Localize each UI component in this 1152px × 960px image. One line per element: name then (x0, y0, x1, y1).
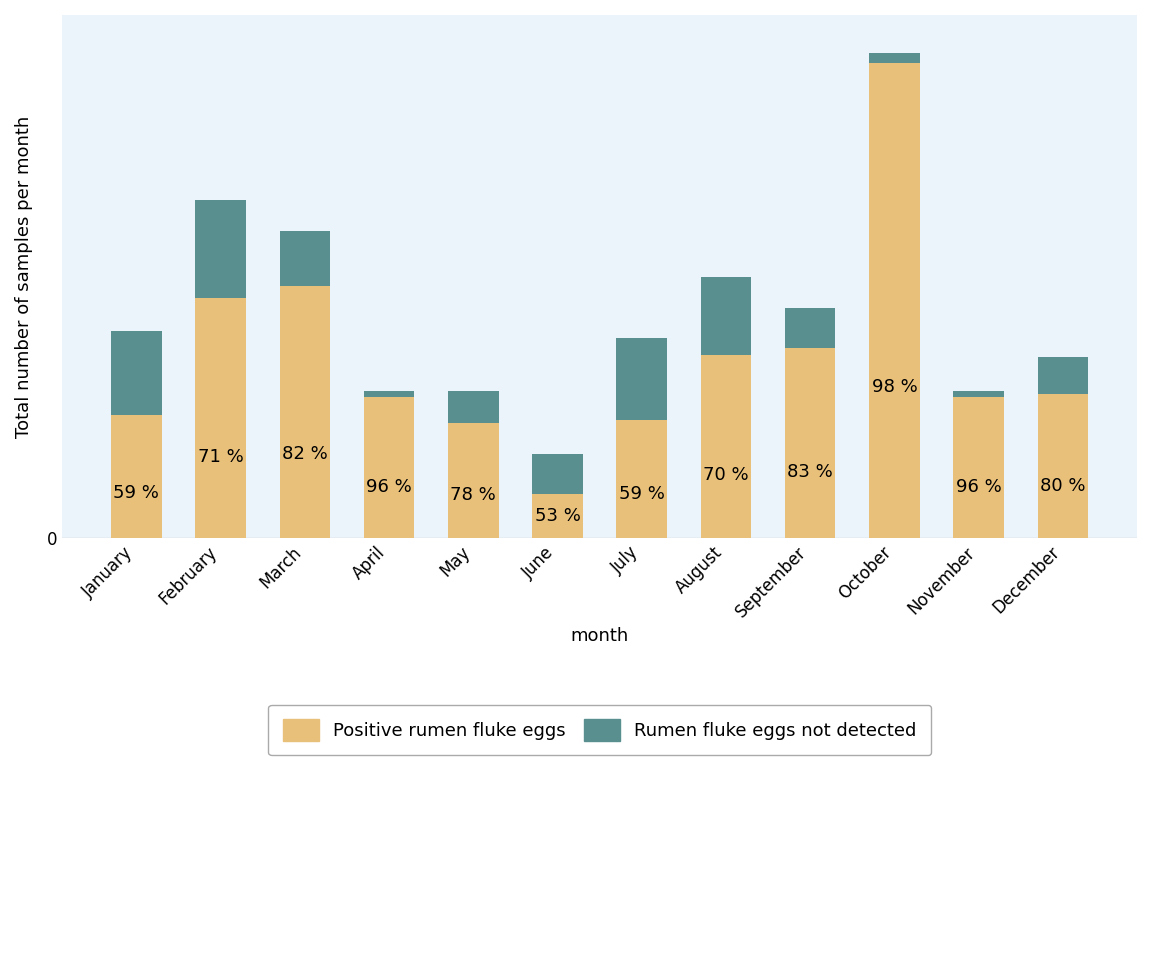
Bar (196, 200, 245, 299)
Bar (616, 338, 667, 420)
Text: 96 %: 96 % (366, 478, 412, 496)
Text: 70 %: 70 % (703, 466, 749, 484)
Bar (280, 286, 331, 539)
Bar (280, 230, 331, 286)
X-axis label: month: month (570, 627, 629, 644)
Bar (954, 391, 1003, 396)
Bar (869, 54, 919, 62)
Bar (1038, 394, 1089, 539)
Bar (111, 330, 161, 416)
Bar (954, 396, 1003, 539)
Bar (111, 416, 161, 539)
Bar (448, 391, 499, 423)
Text: 98 %: 98 % (872, 378, 917, 396)
Bar (616, 420, 667, 539)
Bar (364, 396, 415, 539)
Text: 78 %: 78 % (450, 486, 497, 504)
Bar (785, 307, 835, 348)
Text: 59 %: 59 % (113, 484, 159, 501)
Text: 82 %: 82 % (282, 444, 327, 463)
Bar (785, 348, 835, 539)
Text: 53 %: 53 % (535, 507, 581, 525)
Bar (196, 299, 245, 539)
Bar (1038, 357, 1089, 394)
Text: 80 %: 80 % (1040, 477, 1085, 495)
Y-axis label: Total number of samples per month: Total number of samples per month (15, 115, 33, 438)
Bar (364, 391, 415, 396)
Text: 59 %: 59 % (619, 485, 665, 503)
Bar (869, 62, 919, 539)
Bar (700, 276, 751, 355)
Bar (532, 493, 583, 539)
Text: 96 %: 96 % (956, 478, 1001, 496)
Bar (700, 355, 751, 539)
Text: 83 %: 83 % (787, 464, 833, 481)
Text: 71 %: 71 % (198, 448, 243, 467)
Bar (448, 423, 499, 539)
Bar (532, 454, 583, 493)
Legend: Positive rumen fluke eggs, Rumen fluke eggs not detected: Positive rumen fluke eggs, Rumen fluke e… (268, 705, 931, 756)
